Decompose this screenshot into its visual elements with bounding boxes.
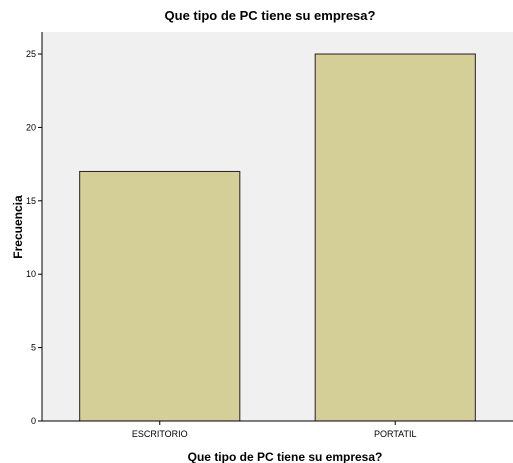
- x-tick-label: PORTATIL: [374, 429, 417, 439]
- x-tick-label: ESCRITORIO: [132, 429, 188, 439]
- bar-escritorio: [79, 170, 241, 422]
- x-axis-ticks: ESCRITORIO PORTATIL: [132, 421, 417, 439]
- y-tick-label: 25: [26, 49, 36, 59]
- y-tick-label: 5: [31, 343, 36, 353]
- bar-portatil: [314, 53, 476, 422]
- y-tick-label: 20: [26, 122, 36, 132]
- y-tick-label: 10: [26, 269, 36, 279]
- y-tick-label: 0: [31, 416, 36, 426]
- y-axis-ticks: 0 5 10 15 20 25: [26, 49, 42, 426]
- bars: [79, 53, 476, 422]
- chart-title: Que tipo de PC tiene su empresa?: [165, 8, 376, 23]
- x-axis-title: Que tipo de PC tiene su empresa?: [188, 450, 383, 463]
- y-axis-title: Frecuencia: [11, 195, 25, 259]
- y-tick-label: 15: [26, 196, 36, 206]
